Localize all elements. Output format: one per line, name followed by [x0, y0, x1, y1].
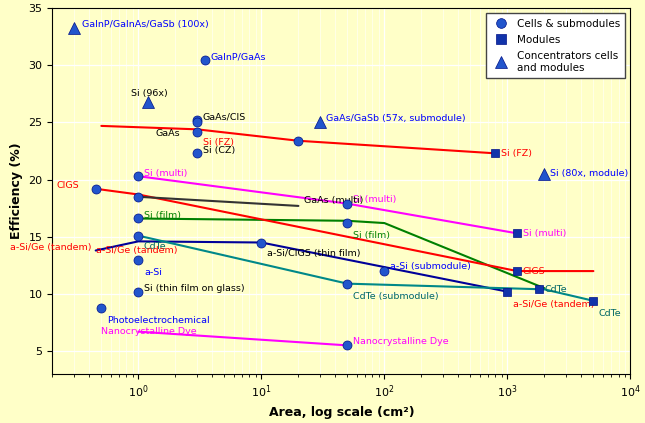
Text: a-Si/Ge (tandem): a-Si/Ge (tandem)	[513, 299, 595, 309]
X-axis label: Area, log scale (cm²): Area, log scale (cm²)	[268, 406, 414, 419]
Text: Si (film): Si (film)	[144, 211, 181, 220]
Text: GaAs/CIS: GaAs/CIS	[203, 113, 246, 122]
Text: Si (thin film on glass): Si (thin film on glass)	[144, 284, 244, 294]
Text: GaAs/GaSb (57x, submodule): GaAs/GaSb (57x, submodule)	[326, 114, 465, 123]
Text: Nanocrystalline Dye: Nanocrystalline Dye	[353, 337, 448, 346]
Text: a-Si/Ge (tandem): a-Si/Ge (tandem)	[95, 246, 177, 255]
Text: GaInP/GaAs: GaInP/GaAs	[211, 52, 266, 61]
Text: Photoelectrochemical: Photoelectrochemical	[107, 316, 210, 325]
Legend: Cells & submodules, Modules, Concentrators cells
and modules: Cells & submodules, Modules, Concentrato…	[486, 14, 625, 78]
Text: GaAs (multi): GaAs (multi)	[304, 196, 363, 205]
Text: Nanocrystalline Dye: Nanocrystalline Dye	[101, 327, 197, 336]
Text: CdTe: CdTe	[599, 309, 622, 318]
Text: a-Si/CIGS (thin film): a-Si/CIGS (thin film)	[267, 249, 361, 258]
Text: Si (CZ): Si (CZ)	[203, 146, 235, 155]
Text: Si (96x): Si (96x)	[132, 89, 168, 98]
Text: a-Si (submodule): a-Si (submodule)	[390, 262, 471, 272]
Text: GaAs: GaAs	[155, 129, 180, 138]
Text: a-Si: a-Si	[144, 268, 162, 277]
Text: CdTe: CdTe	[144, 242, 166, 251]
Y-axis label: Efficiency (%): Efficiency (%)	[10, 143, 23, 239]
Text: Si (multi): Si (multi)	[144, 169, 187, 178]
Text: CdTe: CdTe	[544, 285, 567, 294]
Text: Si (film): Si (film)	[353, 231, 390, 240]
Text: CIGS: CIGS	[522, 266, 545, 275]
Text: GaInP/GaInAs/GaSb (100x): GaInP/GaInAs/GaSb (100x)	[83, 20, 209, 29]
Text: Si (multi): Si (multi)	[522, 229, 566, 238]
Text: a-Si/Ge (tandem): a-Si/Ge (tandem)	[10, 243, 92, 252]
Text: CdTe (submodule): CdTe (submodule)	[353, 291, 439, 301]
Text: Si (FZ): Si (FZ)	[203, 138, 233, 147]
Text: Si (FZ): Si (FZ)	[501, 149, 532, 158]
Text: Si (80x, module): Si (80x, module)	[550, 170, 628, 179]
Text: Si (multi): Si (multi)	[353, 195, 396, 204]
Text: CIGS: CIGS	[57, 181, 79, 190]
